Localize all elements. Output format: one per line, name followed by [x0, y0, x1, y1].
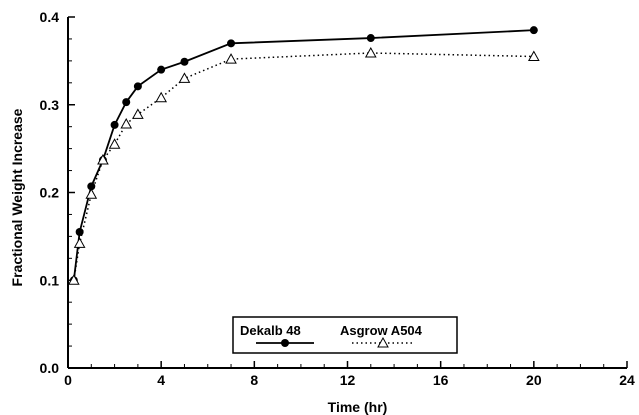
- y-tick-label: 0.1: [40, 272, 60, 288]
- legend-marker: [281, 339, 289, 347]
- legend-marker: [377, 336, 389, 348]
- legend-box: [232, 316, 458, 354]
- y-tick-label: 0.2: [40, 185, 60, 201]
- data-point: [67, 274, 80, 285]
- series-line: [73, 52, 534, 281]
- data-point: [132, 108, 144, 119]
- legend: Dekalb 48 Asgrow A504: [232, 316, 458, 354]
- x-tick-label: 8: [250, 372, 258, 388]
- data-point: [364, 46, 377, 58]
- x-tick-label: 20: [526, 372, 542, 388]
- axes: [67, 17, 627, 369]
- data-point: [85, 188, 98, 199]
- legend-sample-dekalb-48: [256, 339, 314, 347]
- series-line: [72, 29, 534, 281]
- y-tick-label: 0.4: [40, 9, 60, 25]
- series-1: [67, 46, 540, 285]
- data-point: [527, 50, 540, 61]
- x-tick-label: 24: [619, 372, 635, 388]
- y-axis-label: Fractional Weight Increase: [9, 108, 25, 286]
- x-tick-label: 16: [433, 372, 449, 388]
- y-tick-label: 0.0: [40, 360, 60, 376]
- data-point: [87, 182, 96, 191]
- x-tick-label: 0: [64, 372, 72, 388]
- legend-sample-asgrow-a504: [352, 336, 414, 348]
- data-point: [155, 91, 168, 103]
- legend-label-dekalb-48: Dekalb 48: [240, 323, 301, 338]
- data-point: [133, 82, 142, 91]
- x-tick-label: 4: [157, 372, 165, 388]
- data-point: [529, 26, 538, 35]
- x-axis-label: Time (hr): [328, 399, 388, 415]
- data-point: [122, 98, 131, 107]
- data-point: [225, 53, 237, 64]
- data-point: [178, 72, 191, 83]
- x-tick-label: 12: [340, 372, 356, 388]
- data-point: [366, 34, 375, 43]
- data-point: [108, 138, 121, 149]
- y-tick-label: 0.3: [40, 97, 60, 113]
- data-point: [110, 120, 119, 129]
- data-point: [120, 118, 133, 129]
- series-layer: [67, 26, 540, 285]
- ticks: 0 4 8 12 16 20 24 0.0 0.1 0.2 0.3 0.4: [40, 9, 635, 388]
- data-point: [97, 154, 109, 165]
- data-point: [75, 227, 84, 236]
- data-point: [157, 65, 166, 74]
- legend-label-asgrow-a504: Asgrow A504: [340, 323, 423, 338]
- data-point: [73, 237, 86, 248]
- data-point: [180, 57, 189, 66]
- series-0: [69, 26, 538, 285]
- data-point: [227, 39, 236, 48]
